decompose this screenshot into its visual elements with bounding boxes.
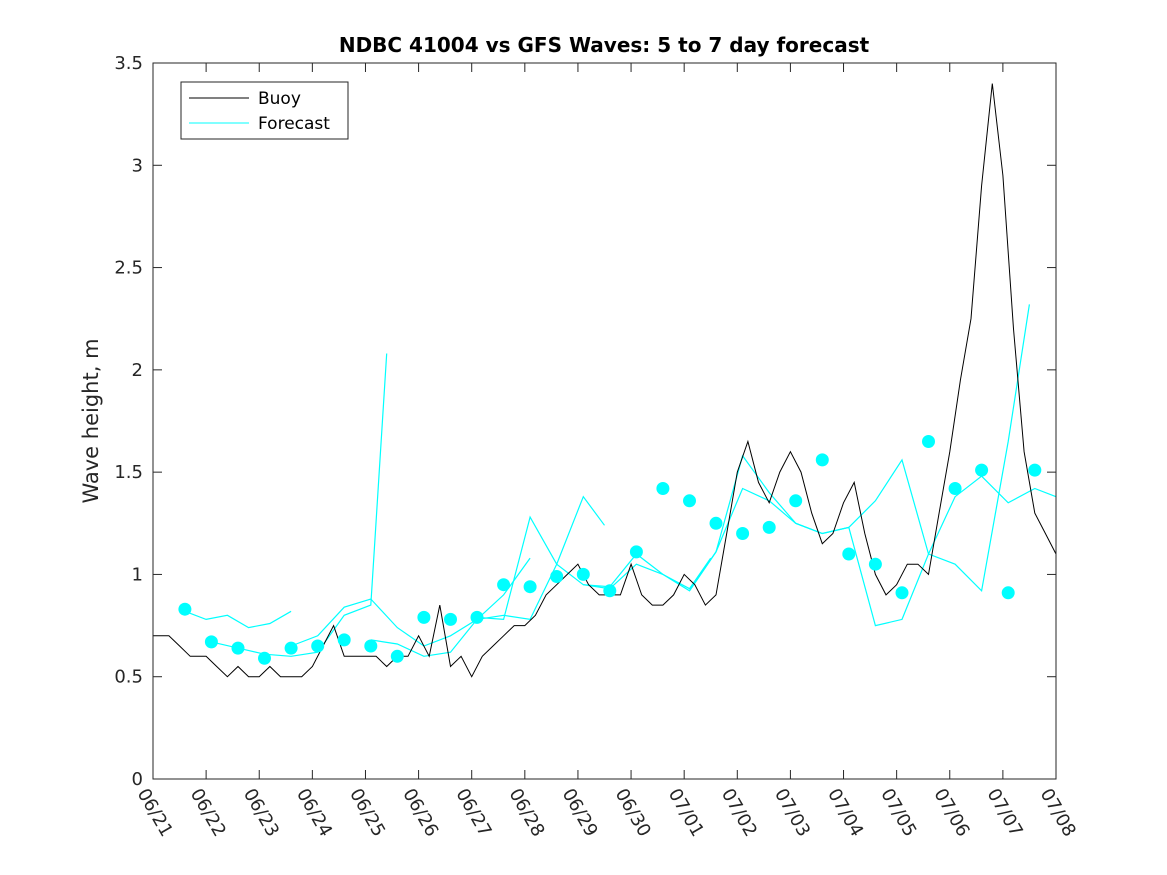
- forecast-marker: [417, 610, 431, 624]
- legend: Buoy Forecast: [180, 81, 349, 140]
- forecast-trace: [370, 495, 605, 657]
- forecast-marker: [709, 516, 723, 530]
- series-layer: [153, 83, 1057, 678]
- forecast-marker: [523, 580, 537, 594]
- x-tick-label: 07/04: [823, 785, 867, 840]
- forecast-trace: [927, 475, 1057, 555]
- x-tick-label: 07/03: [770, 785, 814, 840]
- forecast-marker: [444, 612, 457, 626]
- x-tick-label: 06/28: [504, 785, 548, 840]
- forecast-marker: [337, 633, 351, 647]
- x-tick-label: 06/21: [133, 785, 177, 840]
- y-tick-label: 1.5: [114, 462, 143, 483]
- forecast-marker: [629, 545, 643, 559]
- forecast-marker: [603, 584, 617, 598]
- plot-area: [153, 63, 1056, 779]
- forecast-marker: [948, 482, 962, 495]
- forecast-marker: [1028, 463, 1042, 477]
- forecast-marker: [364, 639, 378, 653]
- y-tick-label: 3: [132, 155, 143, 176]
- x-tick-label: 06/27: [451, 785, 495, 840]
- forecast-marker: [204, 635, 218, 649]
- forecast-trace: [795, 304, 1030, 627]
- forecast-marker: [497, 578, 511, 592]
- forecast-marker: [470, 610, 484, 624]
- forecast-marker: [284, 641, 298, 655]
- y-axis-ticks: 0 0.5 1 1.5 2 2.5 3 3.5: [114, 53, 1056, 790]
- legend-box: [180, 81, 349, 140]
- forecast-marker: [390, 649, 404, 663]
- forecast-trace: [290, 557, 531, 647]
- x-tick-label: 06/26: [398, 785, 442, 840]
- y-tick-label: 2.5: [114, 258, 143, 279]
- x-tick-label: 06/23: [239, 785, 283, 840]
- forecast-marker: [550, 570, 564, 583]
- forecast-marker: [842, 547, 856, 561]
- forecast-marker: [683, 494, 696, 508]
- forecast-marker: [815, 453, 829, 467]
- forecast-marker: [736, 527, 750, 540]
- forecast-marker: [895, 586, 909, 600]
- forecast-marker: [231, 641, 245, 655]
- x-tick-label: 07/01: [664, 785, 708, 840]
- forecast-marker: [656, 482, 670, 495]
- x-tick-label: 06/25: [345, 785, 389, 840]
- y-tick-label: 3.5: [114, 53, 143, 74]
- forecast-marker: [258, 651, 271, 665]
- forecast-marker: [178, 602, 192, 616]
- x-tick-label: 07/06: [929, 785, 973, 840]
- y-axis-label: Wave height, m: [79, 338, 103, 503]
- x-tick-label: 07/02: [717, 785, 761, 840]
- forecast-trace: [184, 610, 292, 629]
- x-tick-label: 06/30: [611, 785, 655, 840]
- chart-title: NDBC 41004 vs GFS Waves: 5 to 7 day fore…: [339, 33, 870, 57]
- x-tick-label: 06/24: [292, 785, 336, 840]
- plot-frame: [152, 62, 1057, 780]
- forecast-marker: [868, 557, 882, 571]
- x-tick-label: 07/05: [876, 785, 920, 840]
- forecast-marker: [789, 494, 803, 508]
- x-tick-label: 06/29: [558, 785, 602, 840]
- forecast-marker: [576, 567, 590, 581]
- y-tick-label: 2: [132, 360, 143, 381]
- forecast-marker: [311, 639, 325, 653]
- y-tick-label: 0: [132, 769, 143, 790]
- x-tick-label: 06/22: [186, 785, 230, 840]
- forecast-marker: [762, 520, 776, 534]
- x-tick-label: 07/07: [983, 785, 1027, 840]
- forecast-trace: [476, 515, 712, 621]
- forecast-marker: [975, 463, 989, 477]
- y-tick-label: 0.5: [114, 667, 143, 688]
- forecast-marker: [1001, 586, 1015, 600]
- legend-forecast-label: Forecast: [258, 114, 330, 134]
- y-tick-label: 1: [132, 564, 143, 585]
- x-tick-label: 07/08: [1036, 785, 1080, 840]
- forecast-marker: [922, 435, 935, 448]
- legend-buoy-label: Buoy: [258, 89, 301, 109]
